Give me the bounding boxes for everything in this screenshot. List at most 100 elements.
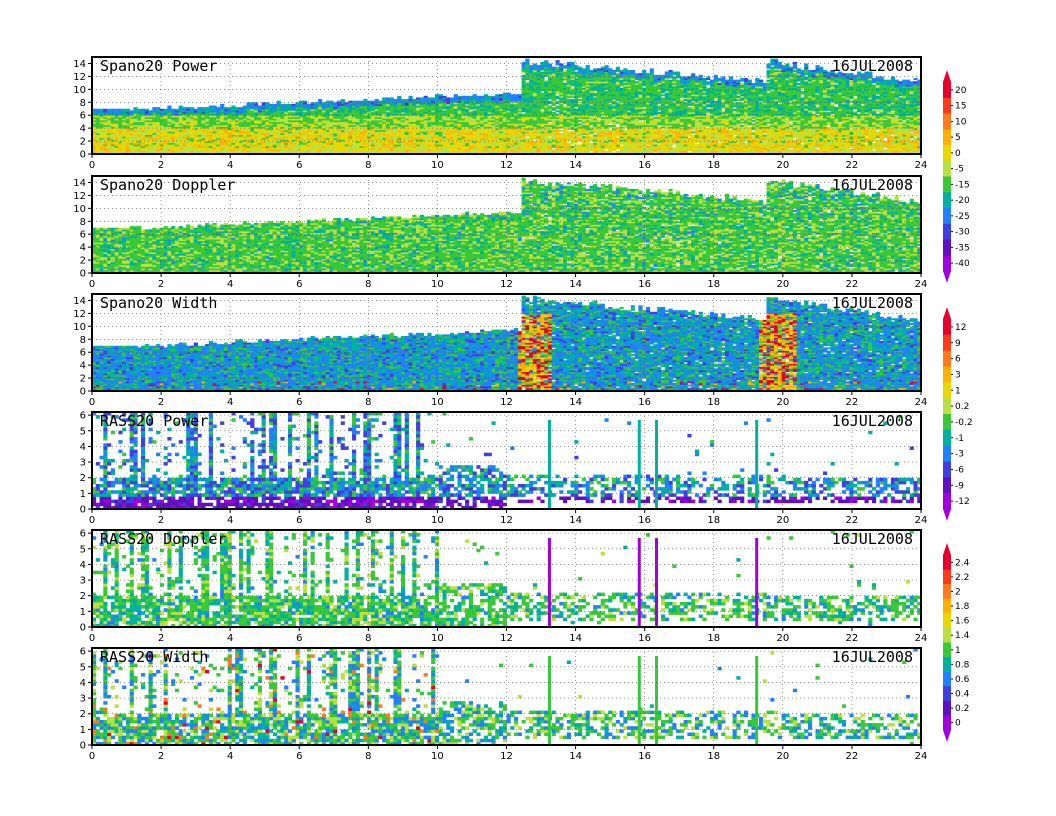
- y-tick-label: 6: [80, 111, 86, 122]
- colorbar-swatch: [943, 555, 951, 570]
- colorbar-swatch: [943, 97, 951, 114]
- colorbar-swatch: [943, 113, 951, 130]
- x-tick-label: 24: [915, 397, 928, 408]
- x-tick-label: 18: [707, 633, 720, 644]
- colorbar-swatch: [943, 334, 951, 351]
- y-tick-label: 3: [80, 694, 86, 705]
- y-tick-label: 4: [80, 243, 86, 254]
- colorbar-label: -15: [955, 180, 970, 190]
- panel-date: 16JUL2008: [832, 176, 913, 194]
- x-tick-label: 12: [500, 397, 513, 408]
- x-tick-label: 12: [500, 515, 513, 526]
- x-tick-label: 18: [707, 160, 720, 171]
- colorbar-label: 20: [955, 86, 967, 96]
- heatmap-cells: [92, 177, 922, 274]
- x-tick-label: 22: [846, 397, 859, 408]
- colorbar-swatch: [943, 366, 951, 383]
- y-tick-label: 3: [80, 576, 86, 587]
- x-tick-label: 2: [158, 279, 164, 290]
- y-tick-label: 6: [80, 647, 86, 658]
- x-tick-label: 8: [365, 279, 371, 290]
- x-tick-label: 22: [846, 160, 859, 171]
- x-tick-label: 2: [158, 515, 164, 526]
- colorbar-label: 2.4: [955, 558, 970, 568]
- x-tick-label: 20: [776, 279, 789, 290]
- panel-date: 16JUL2008: [832, 294, 913, 312]
- x-tick-label: 24: [915, 160, 928, 171]
- x-tick-label: 4: [227, 160, 233, 171]
- colorbar-label: -3: [955, 450, 964, 460]
- y-tick-label: 5: [80, 544, 86, 555]
- colorbar-top-arrow: [943, 543, 951, 555]
- colorbar-label: 1: [955, 646, 961, 656]
- x-tick-label: 8: [365, 515, 371, 526]
- colorbar-label: 0.8: [955, 660, 970, 670]
- colorbar-swatch: [943, 82, 951, 99]
- y-tick-label: 4: [80, 560, 86, 571]
- x-tick-label: 14: [569, 633, 582, 644]
- y-tick-label: 0: [80, 505, 86, 516]
- x-tick-label: 14: [569, 279, 582, 290]
- y-tick-label: 5: [80, 662, 86, 673]
- x-tick-label: 10: [431, 397, 444, 408]
- colorbar-label: 9: [955, 339, 961, 349]
- colorbar-swatch: [943, 208, 951, 225]
- colorbar-swatch: [943, 627, 951, 643]
- panel-date: 16JUL2008: [832, 57, 913, 75]
- y-tick-label: 4: [80, 678, 86, 689]
- colorbar-label: 0.2: [955, 402, 969, 412]
- grid: [91, 57, 922, 155]
- x-tick-label: 0: [89, 515, 95, 526]
- panel-title: Spano20 Width: [100, 294, 217, 312]
- colorbar-swatch: [943, 657, 951, 672]
- x-tick-label: 4: [227, 515, 233, 526]
- x-tick-label: 22: [846, 279, 859, 290]
- x-tick-label: 14: [569, 160, 582, 171]
- panel-title: RASS20 Width: [100, 648, 208, 666]
- colorbar-label: -40: [955, 259, 970, 269]
- colorbar-label: -25: [955, 212, 970, 222]
- heatmap-cells: [92, 530, 922, 628]
- x-tick-label: 6: [296, 160, 302, 171]
- colorbar-swatch: [943, 700, 951, 716]
- colorbar-swatch: [943, 642, 951, 658]
- y-tick-label: 12: [73, 72, 86, 83]
- colorbar-label: -12: [955, 497, 970, 507]
- y-tick-label: 0: [80, 741, 86, 752]
- y-tick-label: 3: [80, 458, 86, 469]
- x-tick-label: 12: [500, 279, 513, 290]
- panel-date: 16JUL2008: [832, 412, 913, 430]
- x-tick-label: 10: [431, 515, 444, 526]
- x-tick-label: 16: [638, 751, 651, 762]
- x-tick-label: 24: [915, 751, 928, 762]
- x-tick-label: 0: [89, 751, 95, 762]
- x-tick-label: 18: [707, 751, 720, 762]
- y-tick-label: 6: [80, 230, 86, 241]
- x-tick-label: 6: [296, 279, 302, 290]
- colorbar-swatch: [943, 414, 951, 431]
- colorbar-bottom-arrow: [943, 509, 951, 521]
- x-tick-label: 2: [158, 633, 164, 644]
- y-tick-label: 8: [80, 217, 86, 228]
- y-tick-label: 10: [73, 322, 86, 333]
- x-tick-label: 22: [846, 751, 859, 762]
- y-tick-label: 2: [80, 374, 86, 385]
- y-tick-label: 0: [80, 623, 86, 634]
- x-tick-label: 16: [638, 397, 651, 408]
- colorbar-label: 1.4: [955, 631, 970, 641]
- x-tick-label: 4: [227, 633, 233, 644]
- x-tick-label: 12: [500, 633, 513, 644]
- y-tick-label: 8: [80, 335, 86, 346]
- x-tick-label: 18: [707, 515, 720, 526]
- colorbar-label: 2: [955, 587, 961, 597]
- x-tick-label: 2: [158, 397, 164, 408]
- heatmap-cells: [92, 295, 922, 392]
- x-tick-label: 6: [296, 751, 302, 762]
- x-tick-label: 20: [776, 397, 789, 408]
- colorbar-bottom-arrow: [943, 271, 951, 283]
